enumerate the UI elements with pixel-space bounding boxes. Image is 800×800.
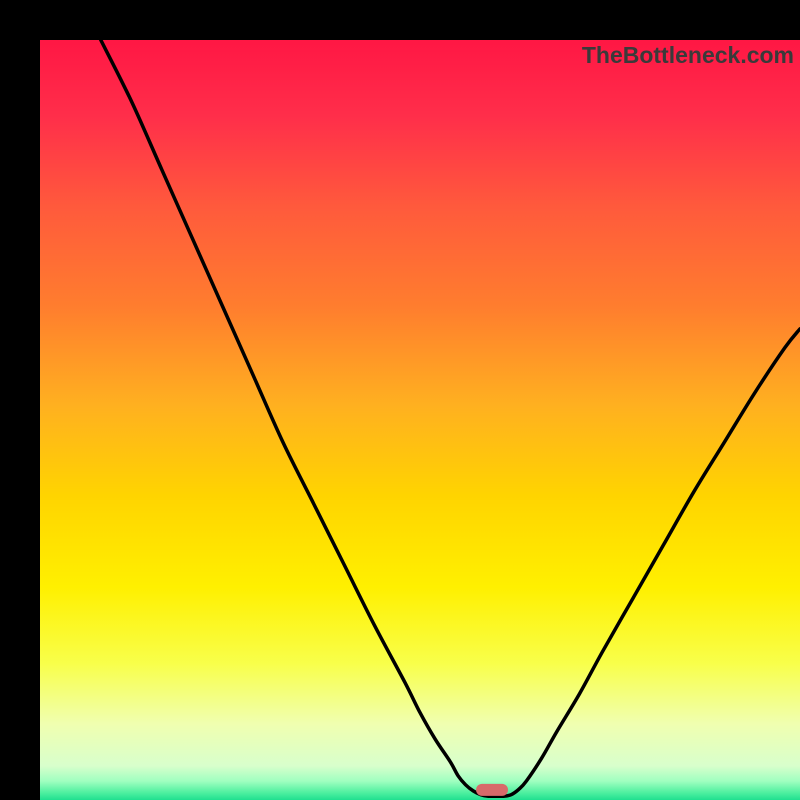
watermark-label: TheBottleneck.com — [582, 42, 794, 69]
optimum-marker — [476, 784, 508, 796]
watermark-text: TheBottleneck.com — [582, 42, 794, 68]
plot-area: TheBottleneck.com — [40, 40, 800, 800]
chart-frame: TheBottleneck.com — [0, 0, 800, 800]
heat-gradient-background — [40, 40, 800, 800]
